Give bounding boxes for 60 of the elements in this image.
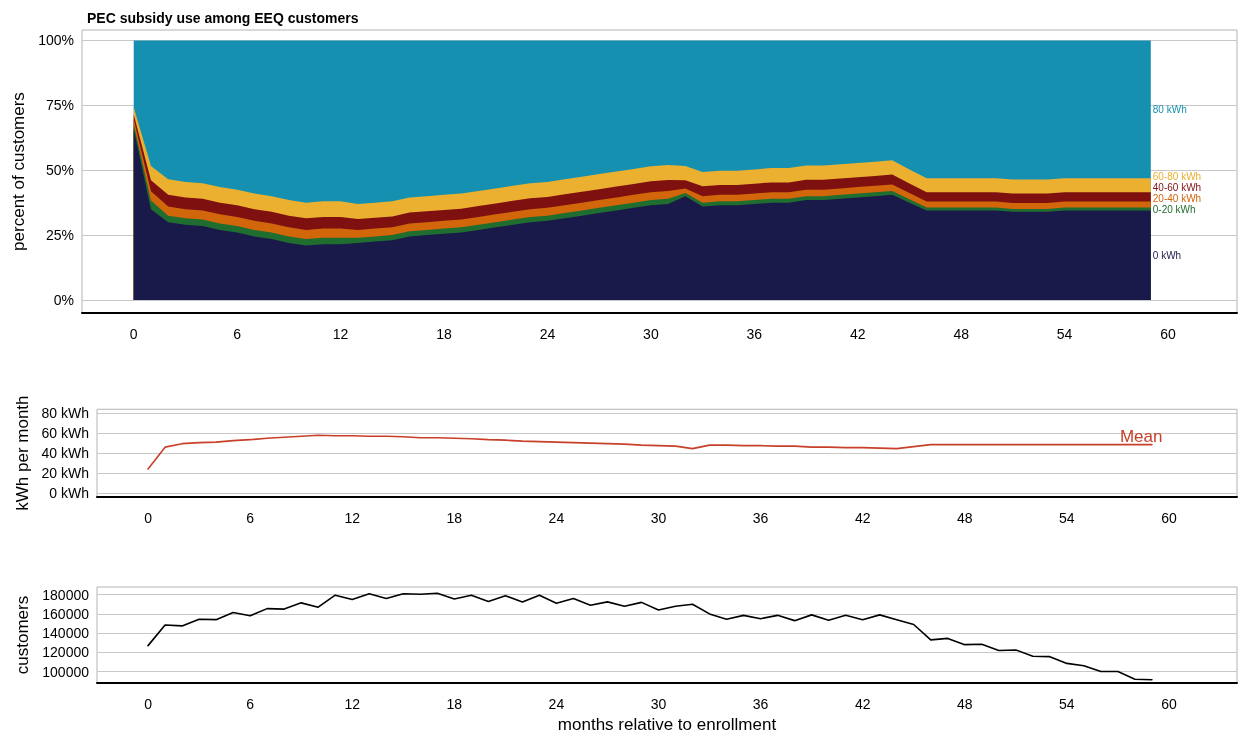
x-tick-label: 24 — [548, 696, 565, 713]
x-tick-label: 42 — [854, 510, 871, 526]
y-tick-label: 100000 — [42, 663, 90, 680]
y-tick-label: 40 kWh — [41, 445, 89, 462]
y-tick-label: 75% — [45, 97, 74, 114]
y-tick-label: 25% — [45, 227, 74, 244]
y-tick-label: 60 kWh — [41, 425, 89, 442]
x-tick-label: 36 — [752, 510, 769, 526]
x-tick-label: 60 — [1160, 326, 1177, 342]
x-tick-label: 48 — [953, 326, 970, 342]
x-tick-label: 0 — [144, 510, 153, 526]
x-tick-label: 54 — [1059, 696, 1075, 713]
y-tick-label: 20 kWh — [41, 465, 89, 482]
x-tick-label: 36 — [752, 696, 769, 713]
x-tick-label: 18 — [446, 696, 463, 713]
x-tick-label: 30 — [643, 326, 659, 342]
y-tick-label: 140000 — [42, 625, 90, 642]
series-label: 80 kWh — [1152, 103, 1187, 115]
x-axis-title: months relative to enrollment — [557, 715, 777, 734]
x-tick-label: 6 — [246, 696, 255, 713]
x-tick-label: 42 — [854, 696, 871, 713]
y-tick-label: 100% — [38, 32, 74, 49]
series-label: Mean — [1119, 427, 1163, 447]
x-tick-label: 60 — [1161, 696, 1177, 713]
x-tick-label: 6 — [233, 326, 242, 342]
y-tick-label: 50% — [45, 162, 74, 179]
y-tick-label: 160000 — [42, 605, 90, 622]
y-axis-title: kWh per month — [12, 395, 32, 511]
y-tick-label: 0% — [53, 292, 74, 309]
x-tick-label: 30 — [650, 696, 667, 713]
series-label: 60-80 kWh — [1152, 170, 1202, 182]
series-label: 40-60 kWh — [1152, 181, 1202, 193]
x-tick-label: 54 — [1059, 510, 1075, 526]
series-label: 20-40 kWh — [1152, 192, 1202, 204]
x-tick-label: 0 — [129, 326, 138, 342]
series-label: 0-20 kWh — [1152, 203, 1196, 215]
y-axis-title: customers — [13, 595, 32, 675]
y-tick-label: 120000 — [42, 644, 90, 661]
y-tick-label: 0 kWh — [49, 485, 89, 502]
x-tick-label: 48 — [956, 510, 973, 526]
x-tick-label: 12 — [344, 696, 361, 713]
x-tick-label: 12 — [332, 326, 349, 342]
x-tick-label: 12 — [344, 510, 361, 526]
x-tick-label: 18 — [446, 510, 463, 526]
x-tick-label: 48 — [956, 696, 973, 713]
x-tick-label: 24 — [539, 326, 556, 342]
series-label: 0 kWh — [1152, 249, 1182, 261]
x-tick-label: 6 — [246, 510, 255, 526]
y-tick-label: 180000 — [42, 586, 90, 603]
x-tick-label: 60 — [1161, 510, 1177, 526]
x-tick-label: 18 — [436, 326, 453, 342]
x-tick-label: 24 — [548, 510, 565, 526]
x-tick-label: 0 — [144, 696, 153, 713]
y-axis-title: percent of customers — [9, 92, 29, 251]
x-tick-label: 54 — [1056, 326, 1073, 342]
x-tick-label: 30 — [650, 510, 667, 526]
y-tick-label: 80 kWh — [41, 405, 89, 422]
x-tick-label: 42 — [849, 326, 866, 342]
x-tick-label: 36 — [746, 326, 763, 342]
chart-title: PEC subsidy use among EEQ customers — [87, 10, 359, 26]
